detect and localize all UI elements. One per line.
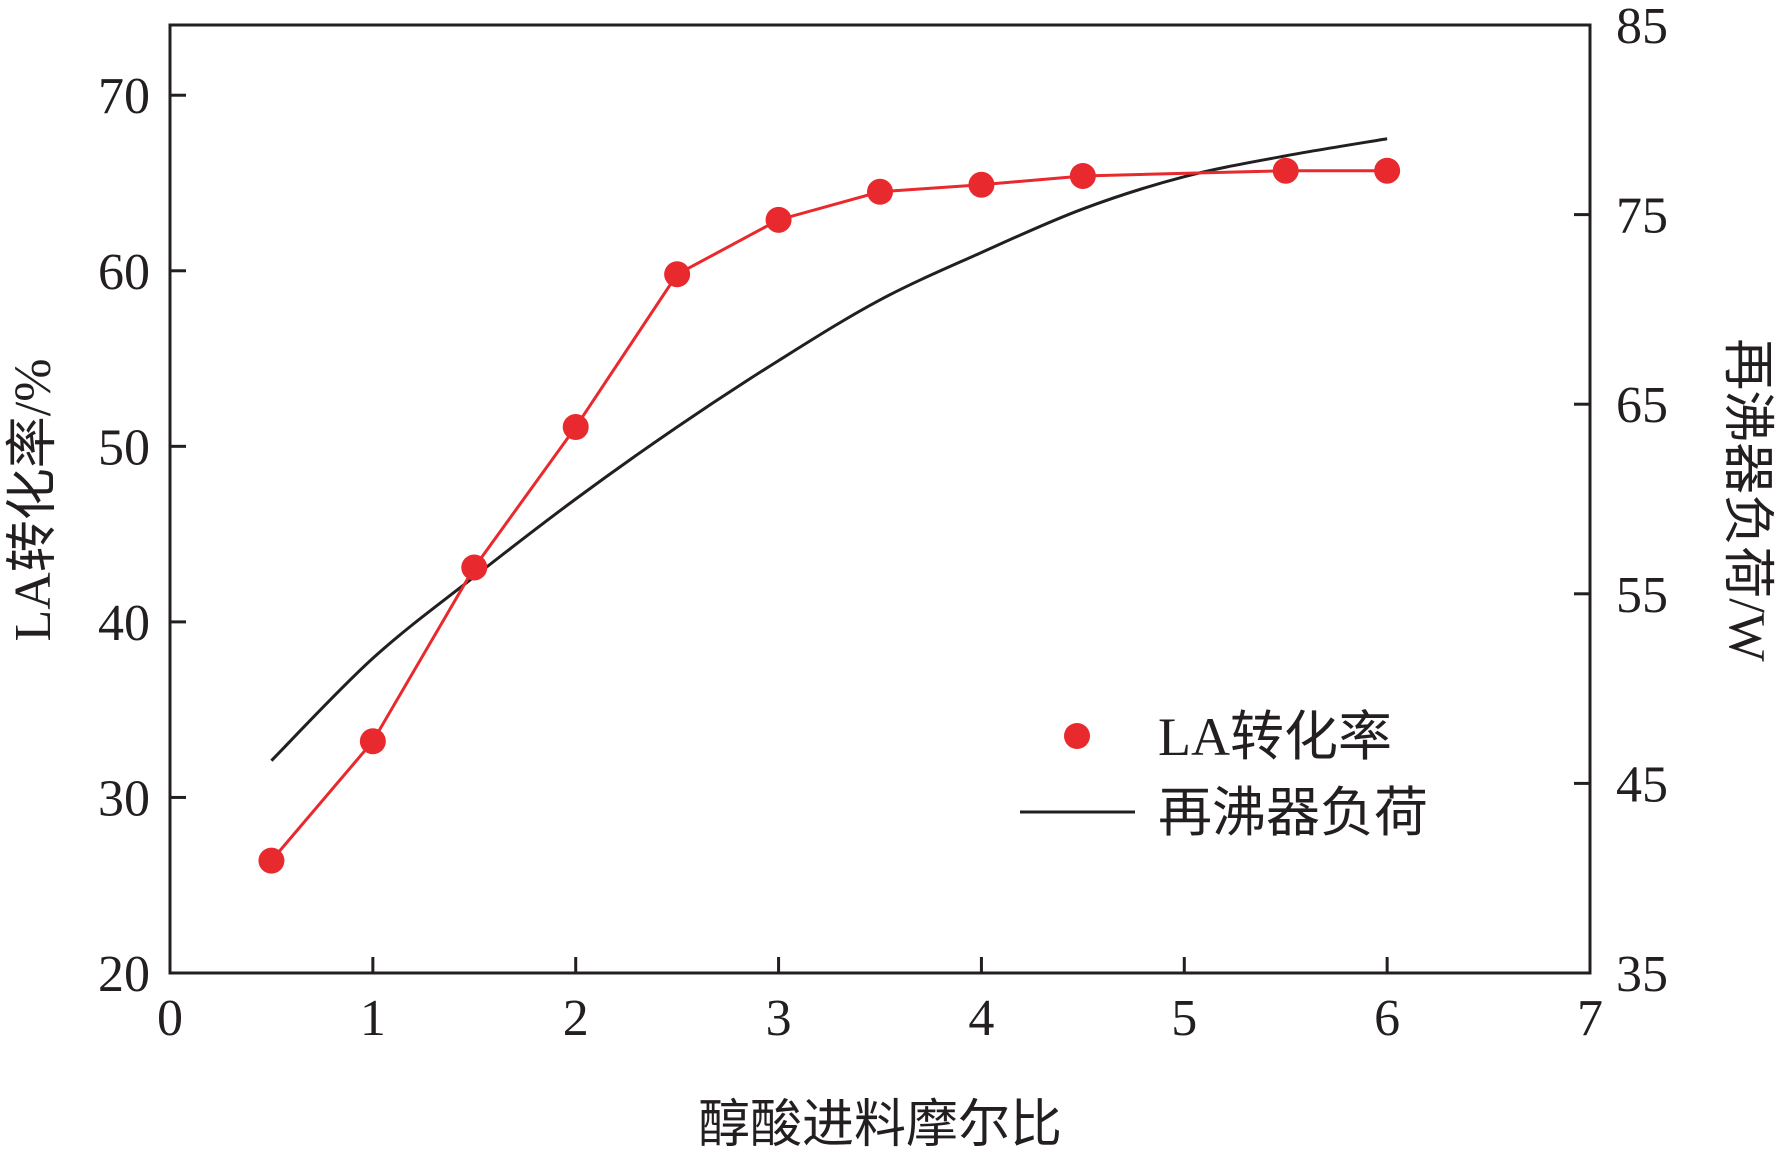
x-tick-label: 3 <box>766 990 792 1047</box>
la-conversion-point <box>1374 157 1401 184</box>
la-conversion-point <box>461 554 488 581</box>
legend-marker-la-conversion <box>1064 723 1090 749</box>
x-tick-label: 4 <box>968 990 994 1047</box>
la-conversion-point <box>1272 157 1299 184</box>
left-y-tick-label: 20 <box>98 946 150 1003</box>
right-y-tick-label: 45 <box>1616 756 1668 813</box>
x-tick-label: 7 <box>1577 990 1603 1047</box>
la-conversion-point <box>359 728 386 755</box>
x-tick-label: 5 <box>1171 990 1197 1047</box>
la-conversion-point <box>258 847 285 874</box>
right-y-tick-label: 65 <box>1616 377 1668 434</box>
x-tick-label: 6 <box>1374 990 1400 1047</box>
x-tick-label: 1 <box>360 990 386 1047</box>
plot-frame <box>168 23 1592 975</box>
left-y-axis-ticks: 20 30 40 50 60 70 <box>98 68 186 1003</box>
la-conversion-point <box>765 206 792 233</box>
left-y-tick-label: 50 <box>98 419 150 476</box>
series-layer <box>258 137 1401 874</box>
left-y-axis-title: LA转化率/% <box>5 358 62 641</box>
reboiler-duty-line <box>270 137 1388 762</box>
la-conversion-point <box>664 261 691 288</box>
right-y-axis-ticks: 35 45 55 65 75 85 <box>1574 0 1668 1003</box>
x-axis-ticks: 0 1 2 3 4 5 6 7 <box>157 957 1603 1047</box>
la-conversion-point <box>968 171 995 198</box>
right-y-axis-title: 再沸器负荷/W <box>1718 338 1775 662</box>
left-y-tick-label: 70 <box>98 68 150 125</box>
la-conversion-point <box>867 178 893 205</box>
legend-label-la-conversion: LA转化率 <box>1158 707 1392 767</box>
left-y-tick-label: 40 <box>98 595 150 652</box>
la-conversion-point <box>1069 162 1096 189</box>
left-y-tick-label: 30 <box>98 770 150 827</box>
legend-label-reboiler-duty: 再沸器负荷 <box>1158 783 1428 843</box>
left-y-tick-label: 60 <box>98 244 150 301</box>
legend: LA转化率 再沸器负荷 <box>1020 707 1428 843</box>
x-axis-title: 醇酸进料摩尔比 <box>698 1097 1062 1152</box>
x-tick-label: 2 <box>563 990 589 1047</box>
la-conversion-point <box>562 414 589 441</box>
right-y-tick-label: 75 <box>1616 188 1668 245</box>
right-y-tick-label: 55 <box>1616 567 1668 624</box>
x-tick-label: 0 <box>157 990 183 1047</box>
right-y-tick-label: 35 <box>1616 946 1668 1003</box>
right-y-tick-label: 85 <box>1616 0 1668 55</box>
